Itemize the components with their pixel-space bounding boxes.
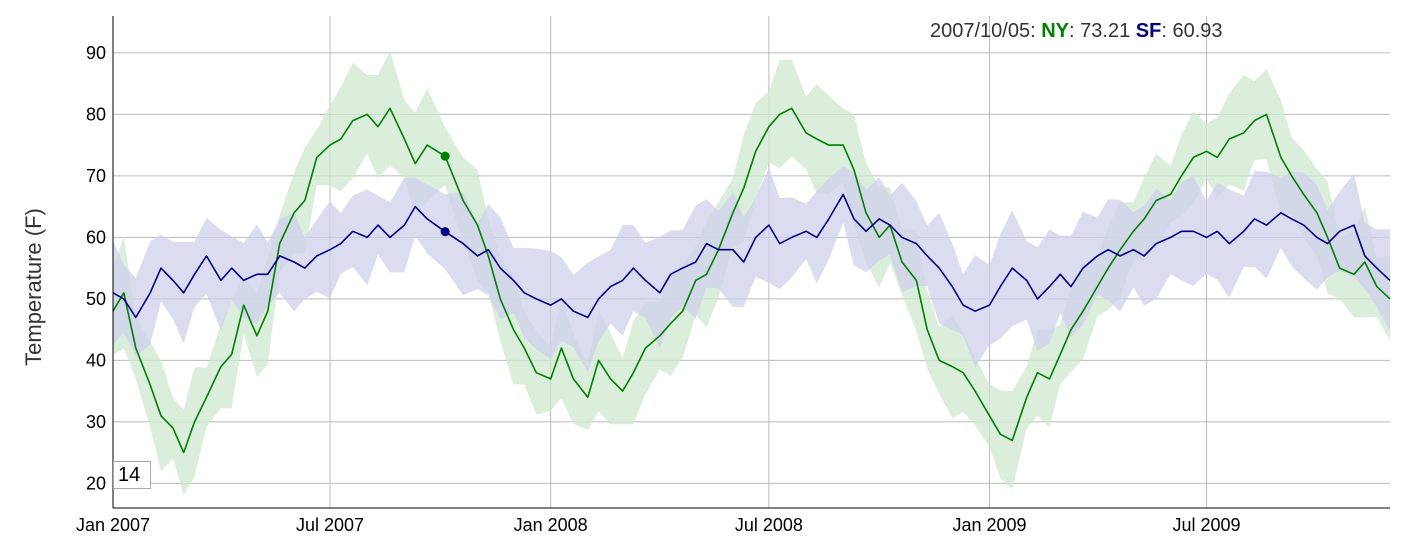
legend: 2007/10/05: NY: 73.21 SF: 60.93 <box>930 20 1223 42</box>
error-band-sf <box>113 166 1390 373</box>
highlight-points <box>440 151 450 237</box>
x-tick-label: Jul 2007 <box>296 515 364 535</box>
x-tick-label: Jan 2007 <box>76 515 150 535</box>
highlight-point-sf <box>440 227 450 237</box>
legend-series-sf: SF <box>1135 20 1162 42</box>
error-bands <box>113 51 1390 496</box>
legend-series-ny: NY <box>1041 20 1070 42</box>
roll-period-input[interactable] <box>113 461 151 489</box>
y-tick-labels: 20 30 40 50 60 70 80 90 <box>86 43 106 493</box>
x-tick-label: Jan 2009 <box>952 515 1026 535</box>
x-tick-labels: Jan 2007 Jul 2007 Jan 2008 Jul 2008 Jan 2009… <box>76 515 1241 535</box>
y-axis-label: Temperature (F) <box>21 208 46 366</box>
x-tick-label: Jan 2008 <box>514 515 588 535</box>
legend-value-ny: 73.21 <box>1080 20 1131 42</box>
y-tick-label: 20 <box>86 473 106 493</box>
highlight-point-ny <box>440 151 450 161</box>
error-band-ny <box>113 51 1390 496</box>
axes <box>112 16 1390 509</box>
y-tick-label: 90 <box>86 43 106 63</box>
legend-value-sf: 60.93 <box>1172 20 1223 42</box>
series-lines <box>112 107 1391 454</box>
series-line-sf <box>112 193 1391 319</box>
x-tick-label: Jul 2009 <box>1173 515 1241 535</box>
legend-date: 2007/10/05 <box>930 20 1031 42</box>
series-line-ny <box>112 107 1391 454</box>
x-tick-label: Jul 2008 <box>735 515 803 535</box>
y-tick-label: 40 <box>86 350 106 370</box>
y-tick-label: 80 <box>86 104 106 124</box>
y-tick-label: 30 <box>86 412 106 432</box>
y-tick-label: 50 <box>86 289 106 309</box>
y-tick-label: 70 <box>86 166 106 186</box>
y-tick-label: 60 <box>86 227 106 247</box>
